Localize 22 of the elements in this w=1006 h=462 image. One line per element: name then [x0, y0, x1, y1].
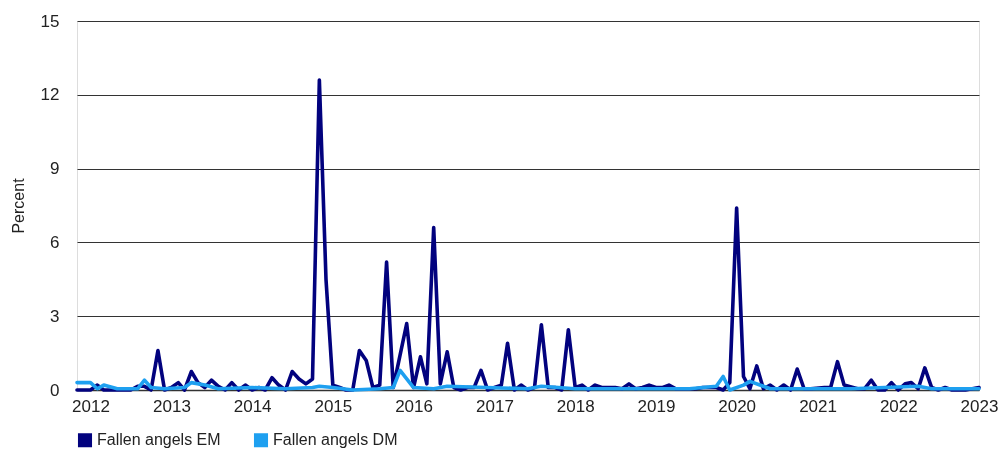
y-tick-label: 15: [40, 11, 60, 31]
x-tick-label: 2020: [718, 396, 757, 416]
y-tick-label: 3: [50, 306, 60, 326]
x-tick-label: 2014: [233, 396, 272, 416]
y-tick-label: 6: [50, 232, 60, 252]
x-tick-label: 2022: [879, 396, 918, 416]
x-tick-label: 2015: [314, 396, 353, 416]
y-tick-label: 9: [50, 159, 60, 179]
x-tick-label: 2021: [799, 396, 837, 416]
legend-label: Fallen angels DM: [273, 431, 398, 449]
y-axis-title: Percent: [9, 177, 27, 234]
x-tick-label: 2019: [637, 396, 676, 416]
x-tick-label: 2016: [395, 396, 433, 416]
x-tick-label: 2023: [960, 396, 999, 416]
legend-label: Fallen angels EM: [97, 431, 221, 449]
x-tick-label: 2012: [72, 396, 110, 416]
x-tick-label: 2018: [556, 396, 595, 416]
y-tick-label: 0: [50, 380, 60, 400]
line-series: [75, 368, 981, 392]
x-tick-label: 2017: [476, 396, 514, 416]
x-tick-label: 2013: [153, 396, 191, 416]
y-tick-label: 12: [40, 85, 60, 105]
